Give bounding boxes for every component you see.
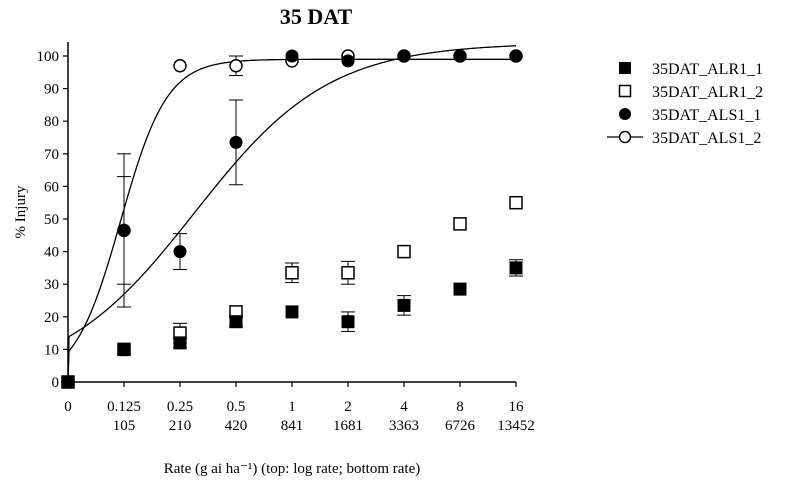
data-point-35dat-alr1-1 bbox=[117, 342, 131, 356]
x-tick-label-bottom: 210 bbox=[169, 418, 192, 434]
y-tick-label: 100 bbox=[37, 49, 60, 65]
data-point-35dat-als1-1 bbox=[117, 223, 131, 237]
legend-label: 35DAT_ALR1_2 bbox=[652, 84, 763, 101]
data-point-35dat-alr1-1 bbox=[341, 315, 355, 329]
data-point-35dat-als1-2 bbox=[173, 59, 187, 73]
y-axis-label: % Injury bbox=[13, 185, 29, 238]
data-point-35dat-alr1-2 bbox=[453, 217, 467, 231]
y-tick-label: 20 bbox=[44, 310, 59, 326]
x-axis-ticks: 0 0.125 105 0.25 210 0.5 420 1 841 2 1681 4 3363 8 672… bbox=[64, 382, 535, 434]
data-point-35dat-als1-1 bbox=[229, 135, 243, 149]
y-axis-ticks: 0 10 20 30 40 50 60 70 80 90 100 bbox=[37, 49, 68, 391]
x-tick-label-bottom: 105 bbox=[113, 418, 136, 434]
y-tick-label: 10 bbox=[44, 342, 59, 358]
data-point-35dat-als1-1 bbox=[397, 49, 411, 63]
legend-label: 35DAT_ALS1_2 bbox=[652, 130, 761, 147]
fit-curve bbox=[67, 45, 516, 383]
x-tick-label-bottom: 13452 bbox=[497, 418, 535, 434]
y-tick-label: 0 bbox=[52, 375, 60, 391]
data-point-35dat-alr1-1 bbox=[397, 298, 411, 312]
y-tick-label: 80 bbox=[44, 114, 59, 130]
x-tick-label-top: 0.5 bbox=[227, 399, 246, 415]
x-tick-label-top: 16 bbox=[509, 399, 525, 415]
data-point-35dat-alr1-2 bbox=[509, 195, 523, 210]
x-tick-label-bottom: 841 bbox=[281, 418, 304, 434]
x-tick-label-bottom: 6726 bbox=[445, 418, 476, 434]
x-tick-label-bottom: 3363 bbox=[389, 418, 419, 434]
fit-curves bbox=[67, 45, 516, 383]
data-point-35dat-alr1-1 bbox=[509, 261, 523, 275]
data-point-35dat-als1-2 bbox=[229, 59, 243, 73]
data-point-35dat-als1-1 bbox=[453, 49, 467, 63]
data-point-35dat-alr1-1 bbox=[453, 282, 467, 296]
data-point-35dat-als1-1 bbox=[341, 54, 355, 68]
x-tick-label-top: 0.125 bbox=[107, 399, 141, 415]
y-tick-label: 50 bbox=[44, 212, 59, 228]
x-tick-label-top: 2 bbox=[344, 399, 352, 415]
data-point-35dat-als1-1 bbox=[509, 49, 523, 63]
chart-title: 35 DAT bbox=[280, 4, 353, 29]
legend-marker bbox=[619, 108, 631, 120]
x-tick-label-top: 8 bbox=[456, 399, 464, 415]
x-axis-label: Rate (g ai ha⁻¹) (top: log rate; bottom … bbox=[164, 461, 421, 477]
x-tick-label-bottom: 1681 bbox=[333, 418, 363, 434]
y-tick-label: 40 bbox=[44, 245, 59, 261]
data-points bbox=[61, 49, 523, 389]
data-point-35dat-als1-1 bbox=[285, 49, 299, 63]
y-tick-label: 60 bbox=[44, 179, 59, 195]
legend-label: 35DAT_ALR1_1 bbox=[652, 61, 763, 78]
x-tick-label-top: 1 bbox=[288, 399, 296, 415]
error-bars bbox=[117, 55, 523, 349]
x-tick-label-top: 4 bbox=[400, 399, 408, 415]
data-point-35dat-alr1-2 bbox=[285, 266, 299, 280]
y-tick-label: 90 bbox=[44, 82, 59, 98]
data-point-35dat-als1-1 bbox=[173, 245, 187, 259]
y-tick-label: 30 bbox=[44, 277, 59, 293]
x-tick-label-top: 0 bbox=[64, 399, 72, 415]
legend-label: 35DAT_ALS1_1 bbox=[652, 107, 761, 124]
x-tick-label-top: 0.25 bbox=[167, 399, 193, 415]
data-point-35dat-alr1-1 bbox=[229, 315, 243, 329]
x-tick-label-bottom: 420 bbox=[225, 418, 248, 434]
legend: 35DAT_ALR1_1 35DAT_ALR1_2 35DAT_ALS1_1 35DA… bbox=[607, 61, 763, 147]
legend-marker bbox=[618, 130, 632, 144]
y-tick-label: 70 bbox=[44, 147, 59, 163]
data-point-35dat-alr1-1 bbox=[173, 336, 187, 350]
data-point-35dat-als1-1 bbox=[61, 375, 75, 389]
legend-marker bbox=[619, 62, 631, 74]
legend-marker bbox=[618, 84, 632, 98]
data-point-35dat-alr1-1 bbox=[285, 305, 299, 319]
data-point-35dat-alr1-2 bbox=[341, 266, 355, 280]
data-point-35dat-alr1-2 bbox=[397, 244, 411, 259]
